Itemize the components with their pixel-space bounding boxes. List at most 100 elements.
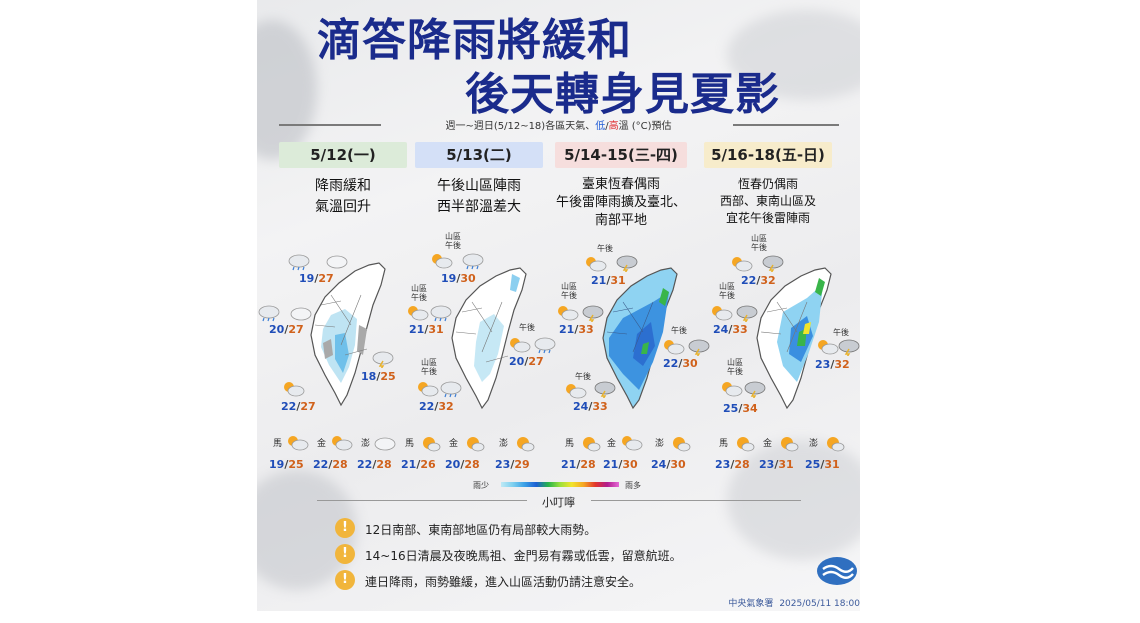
island-name: 金 <box>763 439 773 449</box>
tag-afternoon: 午後 <box>597 244 613 253</box>
island-temp: 22/28 <box>357 458 392 471</box>
island-temp: 25/31 <box>805 458 840 471</box>
subtitle: 週一~週日(5/12~18)各區天氣、低/高溫 (°C)預估 <box>257 117 860 132</box>
forecast-column-1: 5/12(一) 降雨緩和 氣溫回升 <box>279 142 407 218</box>
temp-high: 32 <box>760 274 776 287</box>
island-name: 馬 <box>565 439 575 449</box>
temp-high: 26 <box>420 458 436 471</box>
sun-icon <box>423 437 441 452</box>
reminder-text: 12日南部、東南部地區仍有局部較大雨勢。 <box>365 523 597 537</box>
forecast-temp: 22/27 <box>281 400 316 413</box>
temp-low: 25 <box>805 458 821 471</box>
tag-mountain-afternoon: 山區 午後 <box>411 284 427 302</box>
temp-low: 21 <box>561 458 577 471</box>
island-temp: 23/28 <box>715 458 750 471</box>
temp-high: 33 <box>732 323 748 336</box>
temp-low: 22 <box>357 458 373 471</box>
temp-high: 25 <box>380 370 396 383</box>
forecast-temp: 24/33 <box>573 400 608 413</box>
forecast-column-4: 5/16-18(五-日) 恆春仍偶雨 西部、東南山區及 宜花午後雷陣雨 <box>704 142 832 227</box>
taiwan-map-day4 <box>756 267 832 410</box>
temp-low: 20 <box>269 323 285 336</box>
tag-mountain-afternoon: 山區 午後 <box>561 282 577 300</box>
forecast-temp: 22/30 <box>663 357 698 370</box>
tag-afternoon: 午後 <box>833 328 849 337</box>
temp-high: 30 <box>460 272 476 285</box>
warning-icon: ! <box>335 544 355 564</box>
tag-mountain-afternoon: 山區 午後 <box>445 232 461 250</box>
sun-cloud-icon <box>418 382 439 397</box>
island-temp: 24/30 <box>651 458 686 471</box>
island-temp: 21/30 <box>603 458 638 471</box>
island-temp: 19/25 <box>269 458 304 471</box>
temp-high: 33 <box>578 323 594 336</box>
temp-low: 25 <box>723 402 739 415</box>
issue-timestamp: 2025/05/11 18:00 <box>779 599 860 609</box>
subtitle-prefix: 週一~週日(5/12~18)各區天氣、 <box>445 121 596 132</box>
temp-low: 19 <box>441 272 457 285</box>
rainfall-legend: 雨少 雨多 <box>473 480 653 490</box>
temp-low: 23 <box>815 358 831 371</box>
rain-cloud-icon <box>430 305 452 322</box>
ink-blot <box>257 20 317 160</box>
thunder-cloud-icon <box>744 381 766 398</box>
forecast-temp: 22/32 <box>419 400 454 413</box>
cloud-icon <box>290 307 312 321</box>
temp-low: 18 <box>361 370 377 383</box>
sun-icon <box>737 437 755 452</box>
forecast-temp: 21/31 <box>409 323 444 336</box>
warning-icon: ! <box>335 570 355 590</box>
temp-low: 24 <box>713 323 729 336</box>
temp-high: 27 <box>300 400 316 413</box>
island-name: 馬 <box>719 439 729 449</box>
sun-cloud-icon <box>722 382 743 397</box>
sun-cloud-icon <box>732 257 753 272</box>
sun-icon <box>517 437 535 452</box>
temp-high: 31 <box>778 458 794 471</box>
island-temp: 23/29 <box>495 458 530 471</box>
forecast-temp: 19/30 <box>441 272 476 285</box>
taiwan-map-day1 <box>310 262 386 407</box>
temp-low: 22 <box>281 400 297 413</box>
forecast-temp: 19/27 <box>299 272 334 285</box>
sun-icon <box>467 437 485 452</box>
temp-low: 23 <box>495 458 511 471</box>
thunder-cloud-icon <box>838 339 860 356</box>
sun-cloud-icon <box>510 338 531 353</box>
thunder-cloud-icon <box>594 381 616 398</box>
subtitle-low: 低 <box>595 121 606 132</box>
tag-mountain-afternoon: 山區 午後 <box>751 234 767 252</box>
temp-high: 28 <box>734 458 750 471</box>
temp-high: 31 <box>610 274 626 287</box>
sun-cloud-icon <box>432 254 453 269</box>
subtitle-suffix: 溫 (°C)預估 <box>618 121 672 132</box>
tag-mountain-afternoon: 山區 午後 <box>719 282 735 300</box>
rainfall-color-scale <box>501 482 619 487</box>
island-name: 澎 <box>499 439 509 449</box>
temp-high: 28 <box>376 458 392 471</box>
sun-cloud-icon <box>586 257 607 272</box>
thunder-cloud-icon <box>762 255 784 272</box>
temp-high: 31 <box>428 323 444 336</box>
temp-high: 34 <box>742 402 758 415</box>
forecast-temp: 23/32 <box>815 358 850 371</box>
forecast-temp: 18/25 <box>361 370 396 383</box>
temp-high: 27 <box>528 355 544 368</box>
column-description: 降雨緩和 氣溫回升 <box>315 178 371 215</box>
legend-less: 雨少 <box>473 481 489 490</box>
sun-icon <box>827 437 845 452</box>
column-description: 臺東恆春偶雨 午後雷陣雨擴及臺北、 南部平地 <box>555 177 686 228</box>
thunder-cloud-icon <box>688 339 710 356</box>
rain-cloud-icon <box>462 253 484 270</box>
column-description: 恆春仍偶雨 西部、東南山區及 宜花午後雷陣雨 <box>719 177 816 225</box>
divider <box>279 124 381 126</box>
date-label: 5/14-15(三-四) <box>555 142 687 168</box>
thunder-cloud-icon <box>372 351 394 368</box>
tag-mountain-afternoon: 山區 午後 <box>727 358 743 376</box>
sun-cloud-icon <box>408 306 429 321</box>
forecast-temp: 21/33 <box>559 323 594 336</box>
island-temp: 22/28 <box>313 458 348 471</box>
island-name: 金 <box>449 439 459 449</box>
divider <box>733 124 839 126</box>
island-name: 金 <box>607 439 617 449</box>
